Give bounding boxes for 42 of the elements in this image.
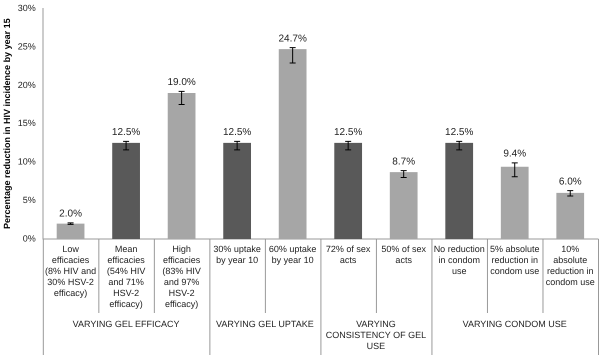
bar <box>112 142 140 239</box>
x-tick-label: 72% of sex acts <box>326 244 371 265</box>
data-label: 12.5% <box>445 127 474 138</box>
data-label: 9.4% <box>503 148 526 160</box>
x-tick-label: Low efficacies (8% HIV and 30% HSV-2 efficacy) <box>45 244 96 298</box>
bar <box>556 192 584 239</box>
data-label: 8.7% <box>392 156 416 168</box>
data-label: 6.0% <box>558 176 582 188</box>
y-tick-label: 30% <box>18 2 36 13</box>
x-tick-label: 50% of sex acts <box>381 244 426 265</box>
data-label: 12.5% <box>222 127 252 138</box>
x-tick-label: Mean efficacies (54% HIV and 71% HSV-2 efficacy) <box>106 244 146 309</box>
data-label: 24.7% <box>278 33 307 44</box>
x-tick-label: 5% absolute reduction in condom use <box>490 244 540 276</box>
y-tick-label: 5% <box>22 195 36 206</box>
text: VARYING CONDOM USE <box>462 318 567 329</box>
y-tick-label: 20% <box>18 80 36 90</box>
bar <box>56 224 84 239</box>
bar <box>445 142 474 239</box>
data-label: 2.0% <box>59 208 82 220</box>
bar <box>223 142 252 239</box>
bar <box>334 142 362 239</box>
y-tick-label: 15% <box>18 118 36 128</box>
y-tick-label: 0% <box>22 233 36 244</box>
x-tick-label: 60% uptake by year 10 <box>268 244 316 265</box>
text: VARYING GEL EFFICACY <box>72 318 180 329</box>
x-tick-label: 10% absolute reduction in condom use <box>546 244 595 287</box>
y-tick-label: 25% <box>18 41 36 52</box>
data-label: 12.5% <box>334 127 362 138</box>
text: VARYING GEL UPTAKE <box>216 318 314 329</box>
bar <box>168 92 196 239</box>
data-label: 12.5% <box>112 127 140 138</box>
y-tick-label: 10% <box>18 156 36 167</box>
x-tick-label: No reduction in condom use <box>434 244 485 276</box>
x-tick-label: High efficacies (83% HIV and 97% HSV-2 efficacy) <box>162 244 201 309</box>
bar <box>278 49 307 239</box>
data-label: 19.0% <box>167 77 196 88</box>
bar <box>390 172 418 239</box>
bar <box>500 166 529 239</box>
x-tick-label: 30% uptake by year 10 <box>213 244 261 265</box>
text: VARYING CONSISTENCY OF GEL USE <box>326 318 426 351</box>
y-axis-title: Percentage reduction in HIV incidence by year 15 <box>2 18 12 229</box>
